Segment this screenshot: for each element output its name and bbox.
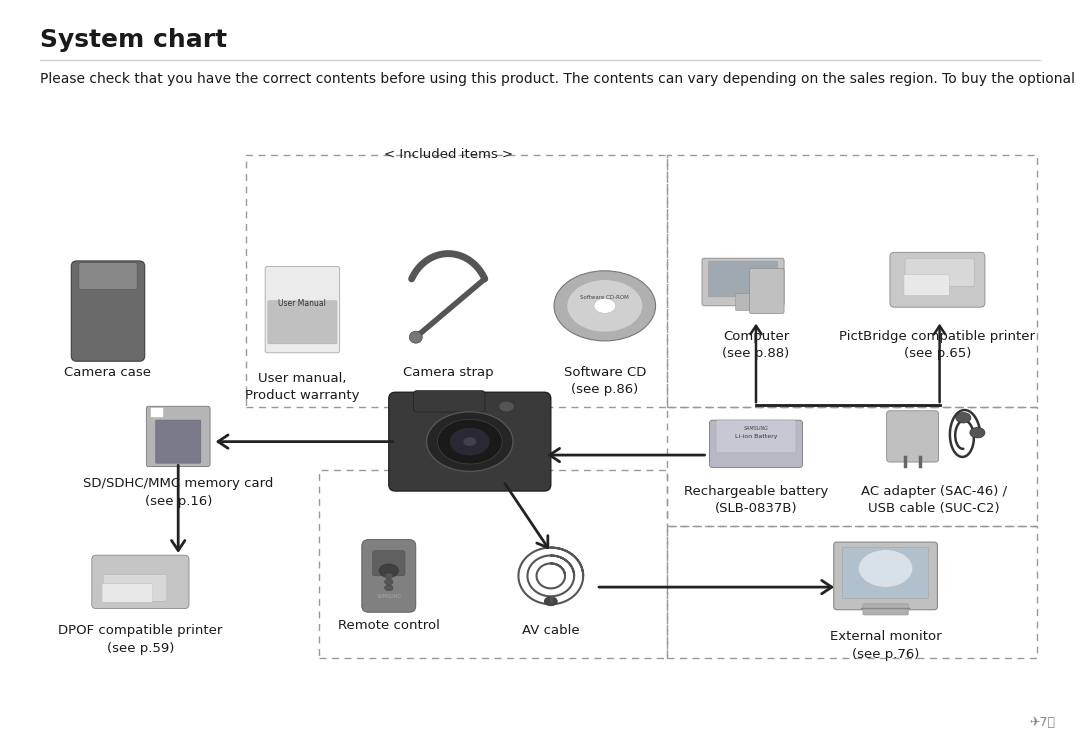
FancyBboxPatch shape <box>904 275 949 295</box>
Text: Camera strap: Camera strap <box>403 366 494 378</box>
FancyBboxPatch shape <box>389 392 551 491</box>
Bar <box>667 526 1037 658</box>
FancyBboxPatch shape <box>702 258 784 306</box>
Ellipse shape <box>463 437 476 446</box>
Text: ✈7〉: ✈7〉 <box>1029 715 1055 729</box>
FancyBboxPatch shape <box>863 604 908 615</box>
FancyBboxPatch shape <box>750 269 784 313</box>
FancyBboxPatch shape <box>151 408 162 416</box>
Text: Please check that you have the correct contents before using this product. The c: Please check that you have the correct c… <box>40 72 1080 86</box>
Ellipse shape <box>450 428 489 455</box>
FancyBboxPatch shape <box>834 542 937 609</box>
Text: Software CD
(see p.86): Software CD (see p.86) <box>564 366 646 396</box>
FancyBboxPatch shape <box>905 258 974 286</box>
Text: Rechargeable battery
(SLB-0837B): Rechargeable battery (SLB-0837B) <box>684 485 828 515</box>
FancyBboxPatch shape <box>373 551 405 576</box>
Text: Software CD-ROM: Software CD-ROM <box>580 295 630 300</box>
Ellipse shape <box>567 280 643 332</box>
Text: System chart: System chart <box>40 28 227 52</box>
FancyBboxPatch shape <box>156 420 201 463</box>
Text: SAMSUNG: SAMSUNG <box>376 595 402 599</box>
Ellipse shape <box>544 597 557 606</box>
Ellipse shape <box>499 401 514 412</box>
Bar <box>246 155 667 407</box>
FancyBboxPatch shape <box>735 294 751 310</box>
FancyBboxPatch shape <box>414 391 485 412</box>
FancyBboxPatch shape <box>79 263 137 289</box>
FancyBboxPatch shape <box>266 266 339 353</box>
Text: PictBridge compatible printer
(see p.65): PictBridge compatible printer (see p.65) <box>839 330 1036 360</box>
Bar <box>667 407 1037 526</box>
Bar <box>319 470 667 658</box>
Text: Remote control: Remote control <box>338 619 440 632</box>
FancyBboxPatch shape <box>104 574 167 601</box>
FancyBboxPatch shape <box>102 584 153 602</box>
Ellipse shape <box>437 419 502 464</box>
Ellipse shape <box>384 573 393 579</box>
Ellipse shape <box>384 585 393 591</box>
Ellipse shape <box>956 413 971 423</box>
Text: SD/SDHC/MMC memory card
(see p.16): SD/SDHC/MMC memory card (see p.16) <box>83 477 273 508</box>
Ellipse shape <box>594 298 616 313</box>
FancyBboxPatch shape <box>710 420 802 468</box>
FancyBboxPatch shape <box>716 420 796 453</box>
Bar <box>667 155 1037 407</box>
Ellipse shape <box>970 427 985 438</box>
FancyBboxPatch shape <box>92 555 189 609</box>
Text: Li-ion Battery: Li-ion Battery <box>734 434 778 439</box>
FancyBboxPatch shape <box>71 261 145 361</box>
FancyBboxPatch shape <box>362 539 416 612</box>
FancyBboxPatch shape <box>268 301 337 344</box>
Text: SAMSUNG: SAMSUNG <box>743 427 769 431</box>
Ellipse shape <box>859 550 913 587</box>
Ellipse shape <box>427 412 513 471</box>
FancyBboxPatch shape <box>842 548 929 598</box>
Text: AV cable: AV cable <box>522 624 580 637</box>
Text: Camera case: Camera case <box>65 366 151 378</box>
FancyBboxPatch shape <box>708 261 778 297</box>
Text: External monitor
(see p.76): External monitor (see p.76) <box>829 630 942 661</box>
Text: DPOF compatible printer
(see p.59): DPOF compatible printer (see p.59) <box>58 624 222 655</box>
Text: AC adapter (SAC-46) /
USB cable (SUC-C2): AC adapter (SAC-46) / USB cable (SUC-C2) <box>861 485 1008 515</box>
Ellipse shape <box>379 564 399 577</box>
Text: User Manual: User Manual <box>279 299 326 308</box>
FancyBboxPatch shape <box>890 252 985 307</box>
Ellipse shape <box>409 331 422 343</box>
Ellipse shape <box>554 271 656 341</box>
Text: Computer
(see p.88): Computer (see p.88) <box>723 330 789 360</box>
FancyBboxPatch shape <box>887 411 939 462</box>
Text: < Included items >: < Included items > <box>383 148 513 161</box>
Ellipse shape <box>384 579 393 585</box>
Text: User manual,
Product warranty: User manual, Product warranty <box>245 372 360 402</box>
FancyBboxPatch shape <box>147 407 210 466</box>
